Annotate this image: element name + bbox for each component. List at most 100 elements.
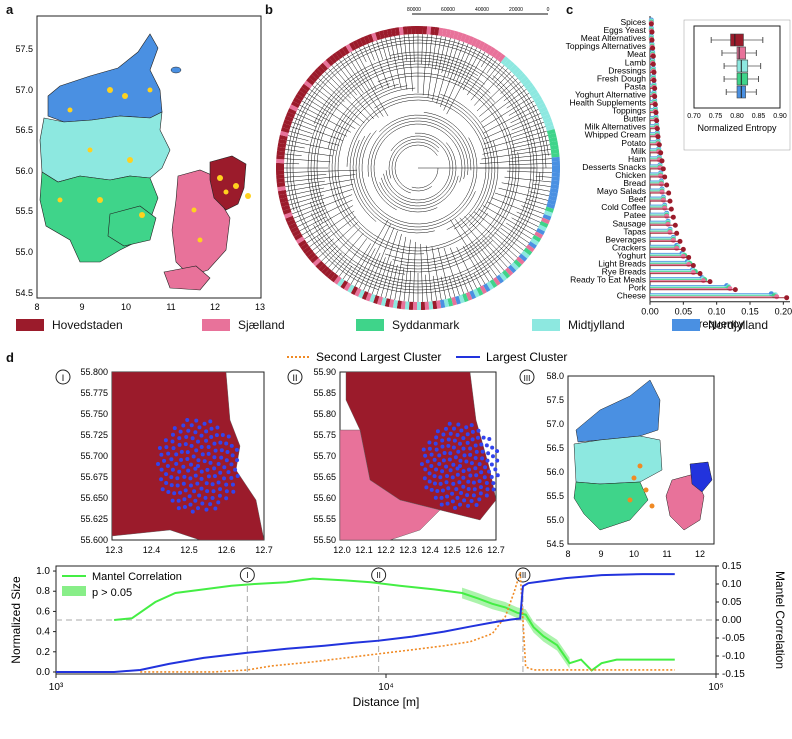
dendrogram-leaf [465,274,473,291]
legend-second-label: Second Largest Cluster [316,350,441,364]
dendrogram-leaf [367,227,395,293]
dendrogram-leaf [480,89,527,123]
subpanel-tick-label: 12.3 [105,545,123,555]
map-a-region-midtjylland [39,111,171,183]
cluster-dot [220,433,225,438]
map-a-xtick: 12 [210,302,220,312]
c-point [649,29,655,35]
dendrogram-leaf [328,252,342,268]
c-point [652,101,658,106]
dendrogram-leaf [470,62,501,101]
dendrogram-ring-segment [546,128,556,135]
dendrogram-ring-segment [545,206,554,213]
c-point [650,75,656,81]
dendrogram-leaf [342,56,384,117]
cluster-dot [425,459,430,464]
dendrogram-arc [328,83,390,227]
dendrogram-arc [367,117,469,177]
cluster-dot [200,501,205,506]
dendrogram-arc [383,132,454,204]
cluster-dot [212,455,217,460]
c-point [650,49,656,55]
dendrogram-leaf [510,109,539,124]
cluster-dot [455,472,460,477]
cluster-dot [441,458,446,463]
cluster-dot [181,423,186,428]
cluster-dot [213,448,218,453]
dendrogram-ring-segment [306,77,315,86]
cluster-dot [197,425,202,430]
cluster-dot [465,432,470,437]
dendrogram-leaf [483,121,545,145]
cluster-dot [419,462,424,467]
inset-box [736,59,749,73]
subpanel-III-sjaelland [665,473,705,531]
d-series-second-largest [140,571,675,673]
c-point [653,117,659,123]
cluster-dot [164,445,169,450]
dendrogram-ring-segment [294,93,304,102]
dendrogram-ring-segment [479,285,487,295]
legend-swatch [672,319,700,331]
c-point [686,260,692,265]
cluster-dot [231,489,236,494]
subpanel-III-nordjylland [575,379,661,443]
dendrogram-ring-segment [441,28,448,37]
subpanel-tick-label: 12.3 [399,545,417,555]
dendrogram-ring-segment [396,300,402,309]
dendrogram-leaf [443,247,460,296]
c-category-label: Cheese [617,291,647,301]
dendrogram-leaf [346,243,372,282]
dendrogram-ring-segment [319,62,329,72]
dendrogram-ring-segment [551,180,560,186]
cluster-dot [193,498,198,503]
subpanel-tick-label: 55.675 [80,472,108,482]
dendrogram-leaf [318,78,345,102]
d-ytick-label: 0.0 [36,667,50,678]
c-point [651,81,657,87]
cluster-dot [185,450,190,455]
c-category-label: Fresh Dough [597,73,646,83]
map-a-ytick: 54.5 [15,288,33,298]
c-xtick-label: 0.05 [675,307,693,317]
cluster-dot [193,430,198,435]
dendrogram-ring-segment [321,266,330,275]
dendrogram-ring-segment [524,82,534,91]
c-point [656,148,662,154]
dendrogram-color-ring [276,25,560,310]
dendrogram-ring-segment [534,231,544,239]
cluster-dot [234,447,239,452]
c-point [651,82,657,88]
c-point [662,203,668,209]
cluster-dot [472,487,477,492]
dendrogram-ring-segment [286,111,295,119]
dendrogram-ring-segment [281,204,291,211]
cluster-dot [469,461,474,466]
c-point [651,92,657,98]
dendrogram-ring-segment [324,268,333,278]
c-category-label: Ham [628,154,646,164]
cluster-dot [427,471,432,476]
dendrogram-ring-segment [414,25,420,35]
cluster-dot [455,466,460,471]
dendrogram-ring-segment [277,142,287,148]
c-point [648,33,654,39]
d-y2tick-label: -0.10 [722,651,745,662]
dendrogram-ring-segment [422,26,428,35]
c-point [648,20,654,26]
d-marker-circle [239,567,255,583]
dendrogram-ring-segment [420,301,426,310]
dendrogram-ring-segment [276,154,285,160]
cluster-dot [464,425,469,430]
dendrogram-arc [316,66,520,270]
cluster-dot [437,462,442,467]
subpanel-I: I 55.80055.77555.75055.72555.70055.67555… [55,367,273,555]
cluster-dot [479,442,484,447]
cluster-dot [450,491,455,496]
dendrogram-leaf [286,139,336,151]
cluster-dot [474,449,479,454]
dendrogram-ring-segment [491,49,499,58]
cluster-dot [470,437,475,442]
dendrogram-ring-segment [528,241,537,249]
